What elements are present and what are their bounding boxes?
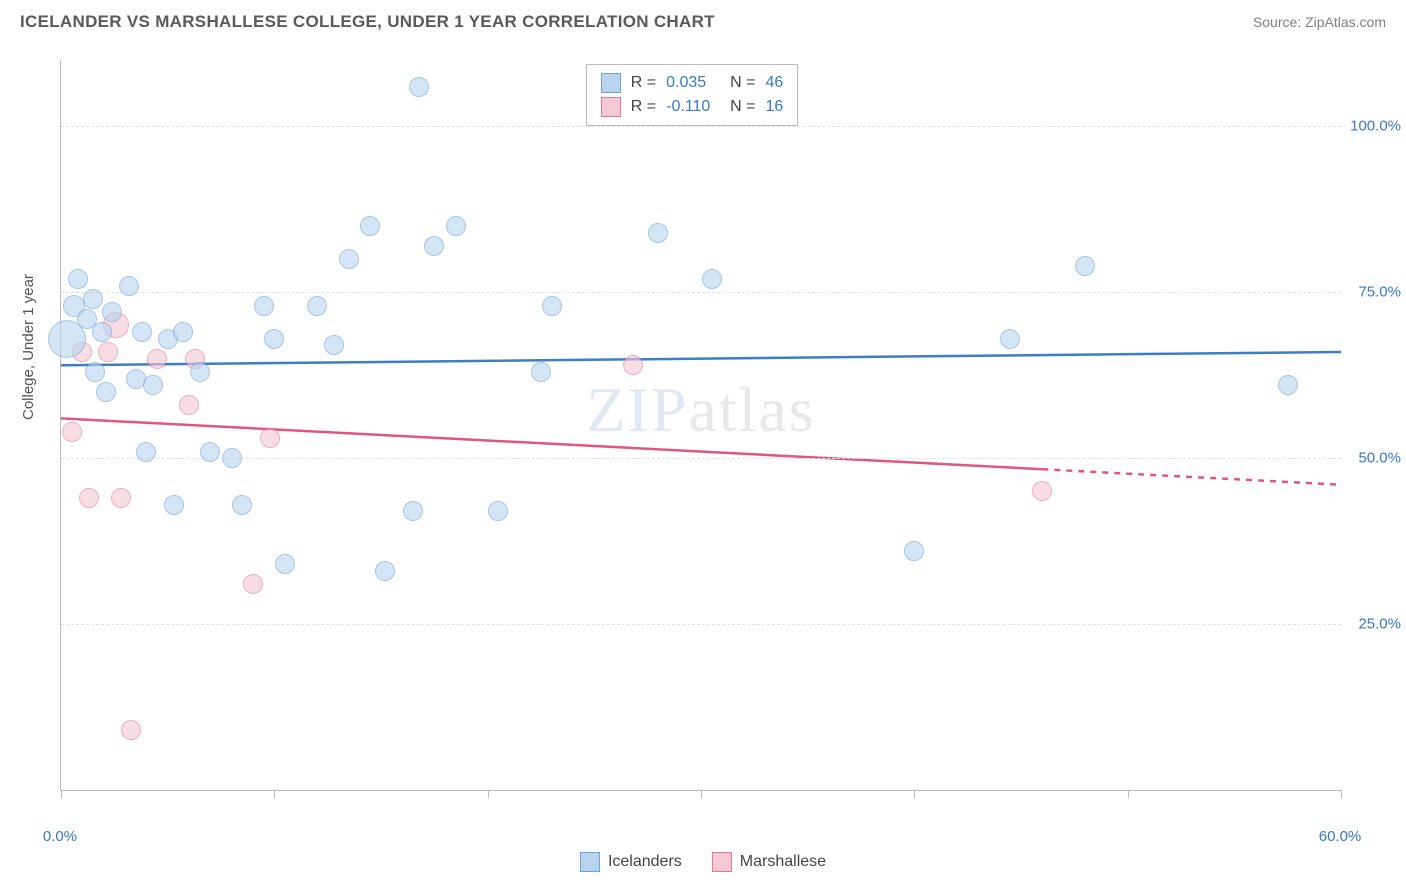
marshallese-point [62, 422, 82, 442]
source-label: Source: ZipAtlas.com [1253, 14, 1386, 30]
trend-line [61, 352, 1341, 365]
icelanders-point [275, 554, 295, 574]
x-tick-label: 0.0% [43, 828, 77, 845]
trend-line [1042, 469, 1341, 484]
marshallese-point [79, 488, 99, 508]
chart-title: ICELANDER VS MARSHALLESE COLLEGE, UNDER … [20, 12, 715, 32]
icelanders-point [324, 335, 344, 355]
bottom-legend: Icelanders Marshallese [580, 852, 826, 872]
legend-label: Marshallese [740, 853, 826, 871]
y-tick-label: 75.0% [1358, 284, 1401, 301]
r-value: 0.035 [666, 74, 720, 92]
legend-swatch [580, 852, 600, 872]
x-tick [61, 790, 62, 798]
n-label: N = [730, 74, 755, 92]
icelanders-point [375, 561, 395, 581]
x-tick [488, 790, 489, 798]
icelanders-point [542, 296, 562, 316]
icelanders-point [164, 495, 184, 515]
icelanders-point [83, 289, 103, 309]
icelanders-point [132, 322, 152, 342]
legend-item: Marshallese [712, 852, 826, 872]
marshallese-point [1032, 481, 1052, 501]
icelanders-point [446, 216, 466, 236]
x-tick-label: 60.0% [1319, 828, 1362, 845]
icelanders-point [904, 541, 924, 561]
marshallese-point [243, 574, 263, 594]
marshallese-point [623, 355, 643, 375]
gridline [61, 458, 1341, 459]
marshallese-point [98, 342, 118, 362]
legend-item: Icelanders [580, 852, 682, 872]
chart-plot-area: ZIPatlas R =0.035N =46R =-0.110N =16 25.… [60, 60, 1341, 791]
icelanders-point [307, 296, 327, 316]
r-label: R = [631, 74, 656, 92]
icelanders-point [102, 302, 122, 322]
x-tick [914, 790, 915, 798]
icelanders-point [173, 322, 193, 342]
n-value: 16 [765, 98, 783, 116]
icelanders-point [96, 382, 116, 402]
n-label: N = [730, 98, 755, 116]
legend-label: Icelanders [608, 853, 682, 871]
chart-header: ICELANDER VS MARSHALLESE COLLEGE, UNDER … [0, 0, 1406, 40]
icelanders-point [264, 329, 284, 349]
icelanders-point [136, 442, 156, 462]
icelanders-point [222, 448, 242, 468]
icelanders-point [1278, 375, 1298, 395]
gridline [61, 292, 1341, 293]
icelanders-point [648, 223, 668, 243]
icelanders-point [702, 269, 722, 289]
y-axis-label: College, Under 1 year [20, 274, 37, 420]
x-tick [701, 790, 702, 798]
y-tick-label: 50.0% [1358, 450, 1401, 467]
marshallese-point [121, 720, 141, 740]
y-tick-label: 25.0% [1358, 616, 1401, 633]
icelanders-point [360, 216, 380, 236]
x-tick [274, 790, 275, 798]
x-tick [1128, 790, 1129, 798]
icelanders-point [254, 296, 274, 316]
marshallese-point [260, 428, 280, 448]
icelanders-point [92, 322, 112, 342]
icelanders-point [119, 276, 139, 296]
icelanders-point [232, 495, 252, 515]
gridline [61, 624, 1341, 625]
icelanders-point [424, 236, 444, 256]
y-tick-label: 100.0% [1350, 118, 1401, 135]
icelanders-point [1000, 329, 1020, 349]
stats-legend-row: R = -0.110 N = 16 [601, 95, 783, 119]
icelanders-point [200, 442, 220, 462]
icelanders-point [190, 362, 210, 382]
marshallese-point [147, 349, 167, 369]
stats-legend-box: R = 0.035 N = 46 R = -0.110 N = 16 [586, 64, 798, 126]
legend-swatch [601, 73, 621, 93]
icelanders-point [531, 362, 551, 382]
n-value: 46 [765, 74, 783, 92]
icelanders-point [339, 249, 359, 269]
r-value: -0.110 [666, 98, 720, 116]
icelanders-point [409, 77, 429, 97]
icelanders-point [1075, 256, 1095, 276]
legend-swatch [601, 97, 621, 117]
stats-legend-row: R = 0.035 N = 46 [601, 71, 783, 95]
gridline [61, 126, 1341, 127]
trend-lines-layer [61, 60, 1341, 790]
x-tick [1341, 790, 1342, 798]
legend-swatch [712, 852, 732, 872]
marshallese-point [179, 395, 199, 415]
icelanders-point [68, 269, 88, 289]
marshallese-point [111, 488, 131, 508]
icelanders-point [143, 375, 163, 395]
icelanders-point [488, 501, 508, 521]
icelanders-point [403, 501, 423, 521]
r-label: R = [631, 98, 656, 116]
icelanders-point [85, 362, 105, 382]
